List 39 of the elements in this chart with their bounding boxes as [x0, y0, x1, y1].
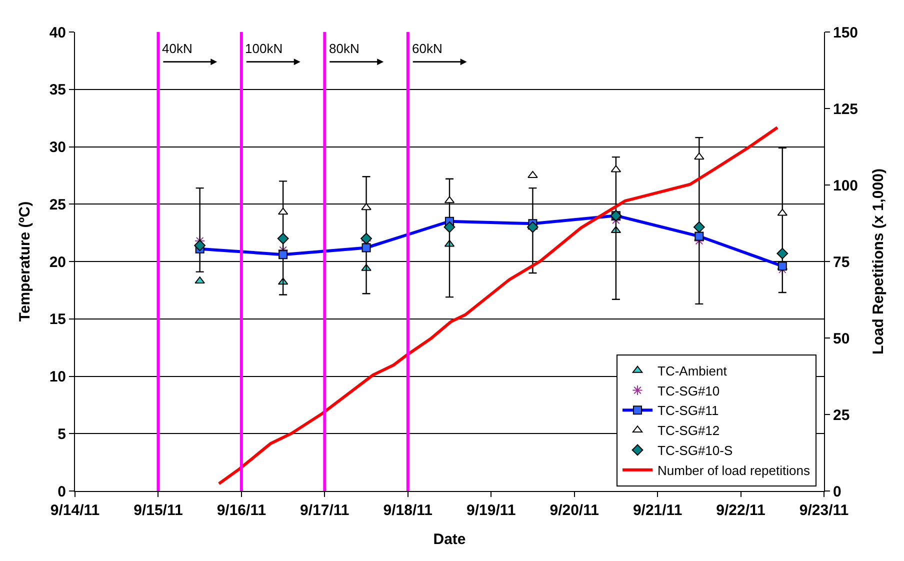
y-axis-title: Temperature (ºC): [16, 201, 34, 322]
y-tick-label: 40: [49, 24, 66, 42]
y2-tick-label: 50: [833, 330, 850, 348]
y-tick-label: 20: [49, 254, 66, 271]
y-tick-label: 25: [49, 196, 66, 214]
x-tick-label: 9/20/11: [550, 502, 599, 519]
ref-line-label: 80kN: [329, 41, 360, 56]
x-tick-label: 9/23/11: [799, 502, 849, 519]
y-tick-label: 30: [49, 139, 66, 156]
y2-tick-label: 125: [833, 100, 858, 118]
x-tick-label: 9/17/11: [300, 502, 350, 519]
ref-line-label: 100kN: [245, 41, 283, 56]
ref-line-label: 60kN: [412, 41, 442, 56]
x-tick-label: 9/21/11: [632, 502, 682, 519]
x-tick-label: 9/14/11: [50, 502, 100, 519]
legend-label: TC-SG#10: [658, 383, 720, 398]
x-tick-label: 9/22/11: [716, 502, 766, 519]
x-tick-label: 9/16/11: [216, 502, 266, 519]
legend-label: TC-SG#12: [658, 423, 720, 438]
ref-line-label: 40kN: [162, 41, 192, 56]
y2-tick-label: 100: [833, 177, 858, 194]
y-tick-label: 35: [49, 82, 66, 99]
x-axis-title: Date: [433, 531, 466, 548]
legend-label: TC-Ambient: [658, 363, 728, 378]
y2-tick-label: 25: [833, 406, 850, 424]
y-tick-label: 5: [58, 426, 66, 443]
y-tick-label: 15: [49, 311, 66, 328]
y-tick-label: 10: [49, 368, 66, 386]
legend-label: TC-SG#11: [658, 403, 719, 418]
legend-label: TC-SG#10-S: [658, 443, 733, 458]
y2-tick-label: 75: [833, 254, 850, 271]
y-tick-label: 0: [58, 483, 66, 500]
x-tick-label: 9/18/11: [383, 502, 432, 519]
x-tick-label: 9/15/11: [134, 502, 183, 519]
x-tick-label: 9/19/11: [466, 502, 516, 519]
y2-axis-title: Load Repetitions (x 1,000): [870, 168, 888, 354]
y2-tick-label: 150: [833, 24, 858, 42]
y2-tick-label: 0: [833, 483, 842, 500]
legend-label: Number of load repetitions: [658, 462, 810, 478]
